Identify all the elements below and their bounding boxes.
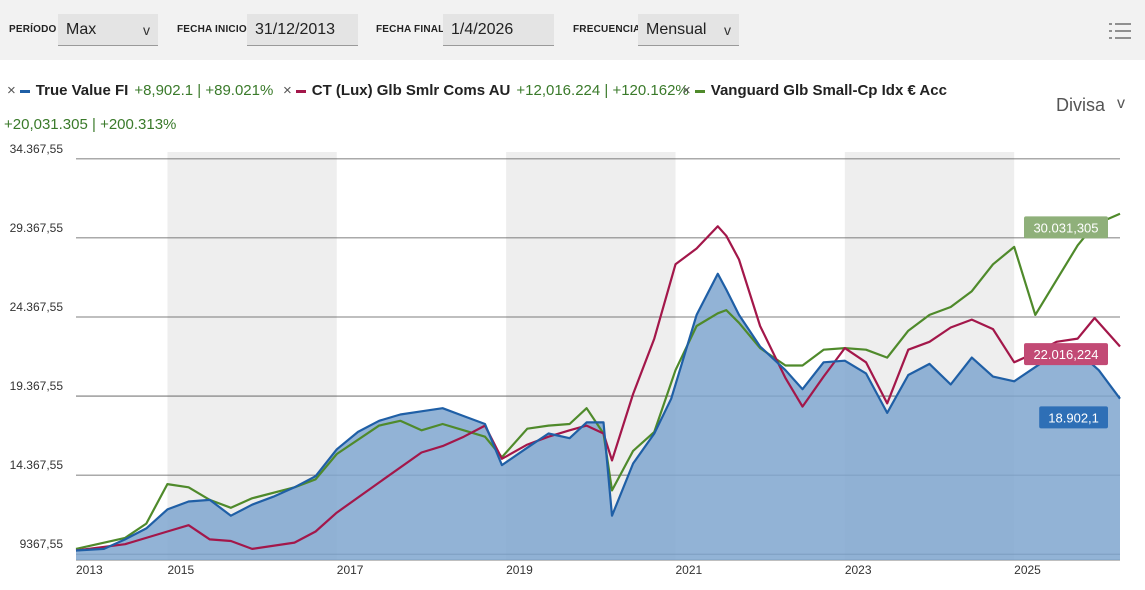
legend-series-name: CT (Lux) Glb Smlr Coms AU <box>311 82 511 99</box>
legend-series-change: +12,016.224 | +120.162% <box>516 82 689 99</box>
end-value-label: 18.902,1 <box>1048 410 1099 425</box>
x-tick-label: 2017 <box>337 563 364 577</box>
chevron-down-icon[interactable]: v <box>1117 95 1125 112</box>
list-icon[interactable] <box>1109 22 1131 40</box>
fecha-final-value: 1/4/2026 <box>451 21 514 38</box>
frecuencia-value: Mensual <box>646 21 707 38</box>
legend-swatch <box>694 89 705 93</box>
end-value-tag <box>1024 216 1108 239</box>
periodo-value: Max <box>66 21 97 38</box>
legend-swatch <box>295 89 306 93</box>
chevron-down-icon: v <box>143 22 150 38</box>
fecha-final-label: FECHA FINAL <box>376 24 445 35</box>
legend-series-change: +20,031.305 | +200.313% <box>4 116 177 133</box>
y-tick-label: 9367,55 <box>20 537 64 551</box>
x-tick-label: 2025 <box>1014 563 1041 577</box>
x-tick-label: 2021 <box>675 563 702 577</box>
series-line <box>75 272 1121 552</box>
y-tick-label: 19.367,55 <box>10 379 64 393</box>
legend-series-name: True Value FI <box>35 82 129 99</box>
frecuencia-select[interactable]: Mensual v <box>638 14 739 46</box>
legend-item-true-value: × True Value FI +8,902.1 | +89.021% <box>7 82 273 99</box>
periodo-label: PERÍODO <box>9 24 57 35</box>
periodo-select[interactable]: Max v <box>58 14 158 46</box>
x-tick-label: 2019 <box>506 563 533 577</box>
legend-series-change: +8,902.1 | +89.021% <box>134 82 274 99</box>
filter-bar: PERÍODO Max v FECHA INICIO 31/12/2013 FE… <box>0 0 1145 60</box>
end-value-label: 22.016,224 <box>1033 347 1098 362</box>
fecha-final-input[interactable]: 1/4/2026 <box>443 14 554 46</box>
legend-item-ct-lux: × CT (Lux) Glb Smlr Coms AU +12,016.224 | … <box>283 82 689 99</box>
end-value-tag <box>1039 406 1108 429</box>
chevron-down-icon: v <box>724 22 731 38</box>
x-tick-label: 2013 <box>76 563 103 577</box>
frecuencia-label: FRECUENCIA <box>573 24 641 35</box>
legend-item-vanguard: × Vanguard Glb Small-Cp Idx € Acc <box>682 82 947 99</box>
x-tick-label: 2023 <box>845 563 872 577</box>
legend-swatch <box>19 89 30 93</box>
remove-series-icon[interactable]: × <box>7 82 16 99</box>
end-value-tag <box>1024 343 1108 366</box>
remove-series-icon[interactable]: × <box>283 82 292 99</box>
series-line <box>75 225 1121 552</box>
end-value-label: 30.031,305 <box>1033 220 1098 235</box>
y-tick-label: 34.367,55 <box>10 142 64 156</box>
remove-series-icon[interactable]: × <box>682 82 691 99</box>
fecha-inicio-label: FECHA INICIO <box>177 24 247 35</box>
y-tick-label: 24.367,55 <box>10 300 64 314</box>
divisa-dropdown[interactable]: Divisa <box>1055 95 1105 115</box>
fecha-inicio-value: 31/12/2013 <box>255 21 336 38</box>
series-area <box>76 273 1120 560</box>
x-tick-label: 2015 <box>167 563 194 577</box>
y-tick-label: 29.367,55 <box>10 221 64 235</box>
legend-series-name: Vanguard Glb Small-Cp Idx € Acc <box>710 82 947 99</box>
fecha-inicio-input[interactable]: 31/12/2013 <box>247 14 358 46</box>
y-tick-label: 14.367,55 <box>10 458 64 472</box>
